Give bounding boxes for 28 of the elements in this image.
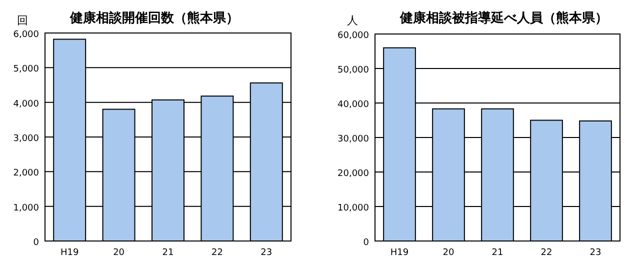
y-tick-label: 40,000 [338,100,370,110]
y-tick-label: 4,000 [13,99,40,110]
chart-title: 健康相談開催回数（熊本県） [69,10,239,26]
x-tick-label: 22 [540,248,552,258]
x-tick-label: H19 [60,248,79,258]
y-tick-label: 60,000 [338,31,370,41]
y-tick-label: 10,000 [338,204,370,214]
x-tick-label: H19 [390,248,409,258]
x-tick-label: 21 [162,248,174,258]
y-tick-label: 3,000 [13,134,40,144]
y-tick-label: 2,000 [13,168,40,179]
y-tick-label: 0 [363,238,370,248]
y-tick-label: 6,000 [13,30,40,40]
y-tick-label: 1,000 [13,203,40,214]
x-tick-label: 23 [590,248,602,258]
y-tick-label: 5,000 [13,64,40,75]
x-tick-label: 23 [260,248,272,258]
chart-title: 健康相談被指導延べ人員（熊本県） [399,10,608,26]
x-tick-label: 20 [442,248,454,258]
x-tick-label: 21 [492,248,504,258]
x-tick-label: 22 [211,248,223,258]
y-tick-label: 0 [33,238,40,248]
y-tick-label: 20,000 [338,169,370,179]
y-tick-label: 50,000 [338,66,370,76]
y-axis-title: 回 [17,14,28,27]
y-tick-label: 30,000 [338,134,370,144]
y-axis-title: 人 [347,14,358,27]
x-tick-label: 20 [113,248,125,258]
